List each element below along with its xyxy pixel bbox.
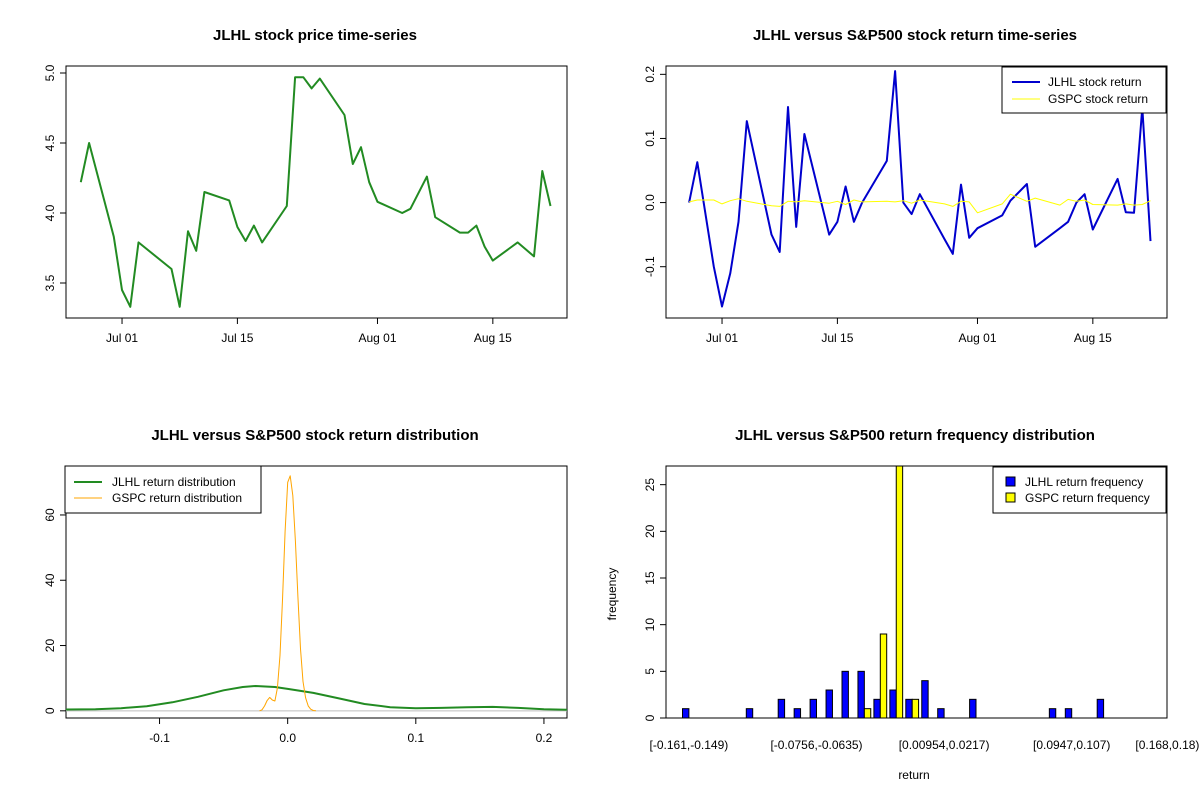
legend-swatch-jlhl (1005, 476, 1016, 487)
x-tick-label: -0.1 (149, 731, 170, 745)
chart-title: JLHL stock price time-series (213, 27, 417, 44)
x-tick-label: 0.1 (407, 731, 424, 745)
plot-area: 0 5 10 15 20 25 [-0.161,-0.149) [-0.0756,-0.063… (643, 465, 1199, 752)
y-tick-label: 0.2 (643, 66, 657, 83)
legend-label-gspc: GSPC return frequency (1025, 491, 1150, 505)
y-tick-label: -0.1 (643, 256, 657, 277)
chart-title: JLHL versus S&P500 stock return time-ser… (753, 27, 1077, 44)
x-tick-label: [-0.161,-0.149) (650, 738, 729, 752)
x-tick-label: [0.0947,0.107) (1033, 738, 1110, 752)
x-tick-label: [0.00954,0.0217) (899, 738, 990, 752)
bar-jlhl (969, 698, 977, 719)
y-tick-label: 3.5 (43, 274, 57, 291)
legend-label-jlhl: JLHL return frequency (1025, 475, 1143, 489)
x-tick-label: 0.2 (536, 731, 553, 745)
x-tick-label: Jul 01 (706, 331, 738, 345)
y-tick-label: 20 (43, 639, 57, 653)
y-tick-label: 60 (43, 508, 57, 522)
bar-jlhl (857, 670, 865, 719)
y-tick-label: 0.1 (643, 130, 657, 147)
plot-area: -0.1 0.0 0.1 0.2 0 20 40 60 (43, 465, 568, 745)
bar-jlhl (825, 689, 833, 719)
x-tick-label: Aug 15 (1074, 331, 1112, 345)
legend: JLHL return distribution GSPC return dis… (64, 465, 262, 514)
legend-box (992, 466, 1167, 514)
return-frequency-panel: JLHL versus S&P500 return frequency dist… (605, 427, 1199, 782)
price-timeseries-panel: JLHL stock price time-series Jul 01 Jul 1… (43, 27, 568, 345)
bar-jlhl (1064, 708, 1073, 719)
y-tick-label: 20 (643, 524, 657, 538)
y-tick-label: 5.0 (43, 64, 57, 81)
bar-jlhl (905, 698, 913, 719)
bar-jlhl (1048, 708, 1057, 719)
plot-border (65, 465, 568, 719)
legend-label-jlhl: JLHL stock return (1048, 75, 1142, 89)
plot-border (65, 65, 568, 319)
chart-title: JLHL versus S&P500 stock return distribu… (151, 427, 478, 444)
x-tick-label: 0.0 (279, 731, 296, 745)
series-line-jlhl-return-distribution (65, 685, 568, 711)
legend-swatch-gspc (1005, 492, 1016, 503)
y-tick-label: 40 (43, 573, 57, 587)
x-axis-label: return (898, 768, 929, 782)
return-distribution-panel: JLHL versus S&P500 stock return distribu… (43, 427, 568, 745)
legend-label-gspc: GSPC return distribution (112, 491, 242, 505)
legend-box (64, 465, 262, 514)
chart-title: JLHL versus S&P500 return frequency dist… (735, 427, 1095, 444)
bar-gspc (879, 633, 888, 719)
plot-border (665, 65, 1168, 319)
legend-box (1001, 66, 1167, 114)
legend-label-gspc: GSPC stock return (1048, 92, 1148, 106)
bar-jlhl (1096, 698, 1105, 719)
y-tick-label: 4.0 (43, 204, 57, 221)
x-tick-label: Jul 15 (221, 331, 253, 345)
x-tick-label: Aug 01 (358, 331, 396, 345)
x-tick-label: Jul 01 (106, 331, 138, 345)
x-tick-label: Aug 15 (474, 331, 512, 345)
bar-jlhl (682, 708, 690, 719)
x-tick-label: Jul 15 (821, 331, 853, 345)
y-tick-label: 0 (643, 714, 657, 721)
legend: JLHL return frequency GSPC return freque… (992, 466, 1167, 514)
x-tick-label: Aug 01 (958, 331, 996, 345)
x-tick-label: [-0.0756,-0.0635) (770, 738, 862, 752)
series-line-gspc-return-distribution (259, 475, 316, 712)
legend: JLHL stock return GSPC stock return (1001, 66, 1167, 114)
bar-gspc (895, 465, 904, 719)
y-tick-label: 15 (643, 571, 657, 585)
bar-jlhl (809, 698, 817, 719)
bar-jlhl (889, 689, 897, 719)
bar-gspc (911, 698, 920, 719)
bar-jlhl (937, 708, 945, 719)
y-tick-label: 0 (43, 707, 57, 714)
plot-area: Jul 01 Jul 15 Aug 01 Aug 15 -0.1 0.0 0.1 0.2 (643, 65, 1168, 345)
bar-jlhl (793, 708, 802, 719)
y-tick-label: 0.0 (643, 194, 657, 211)
series-line-jlhl (79, 76, 552, 308)
bar-jlhl (873, 698, 881, 719)
legend-label-jlhl: JLHL return distribution (112, 475, 236, 489)
bar-jlhl (921, 680, 929, 719)
bar-jlhl (745, 708, 754, 719)
y-tick-label: 25 (643, 478, 657, 492)
y-axis-label: frequency (605, 568, 619, 621)
bar-jlhl (841, 670, 849, 719)
bar-jlhl (777, 698, 786, 719)
series-line-gspc-stock-return (688, 193, 1151, 214)
y-tick-label: 4.5 (43, 134, 57, 151)
bar-gspc (863, 708, 872, 719)
y-tick-label: 5 (643, 668, 657, 675)
y-tick-label: 10 (643, 618, 657, 632)
series-line-jlhl-stock-return (688, 70, 1152, 308)
return-timeseries-panel: JLHL versus S&P500 stock return time-ser… (643, 27, 1168, 345)
x-tick-label: [0.168,0.18) (1135, 738, 1199, 752)
plot-area: Jul 01 Jul 15 Aug 01 Aug 15 3.5 4.0 4.5 5.0 (43, 64, 568, 345)
